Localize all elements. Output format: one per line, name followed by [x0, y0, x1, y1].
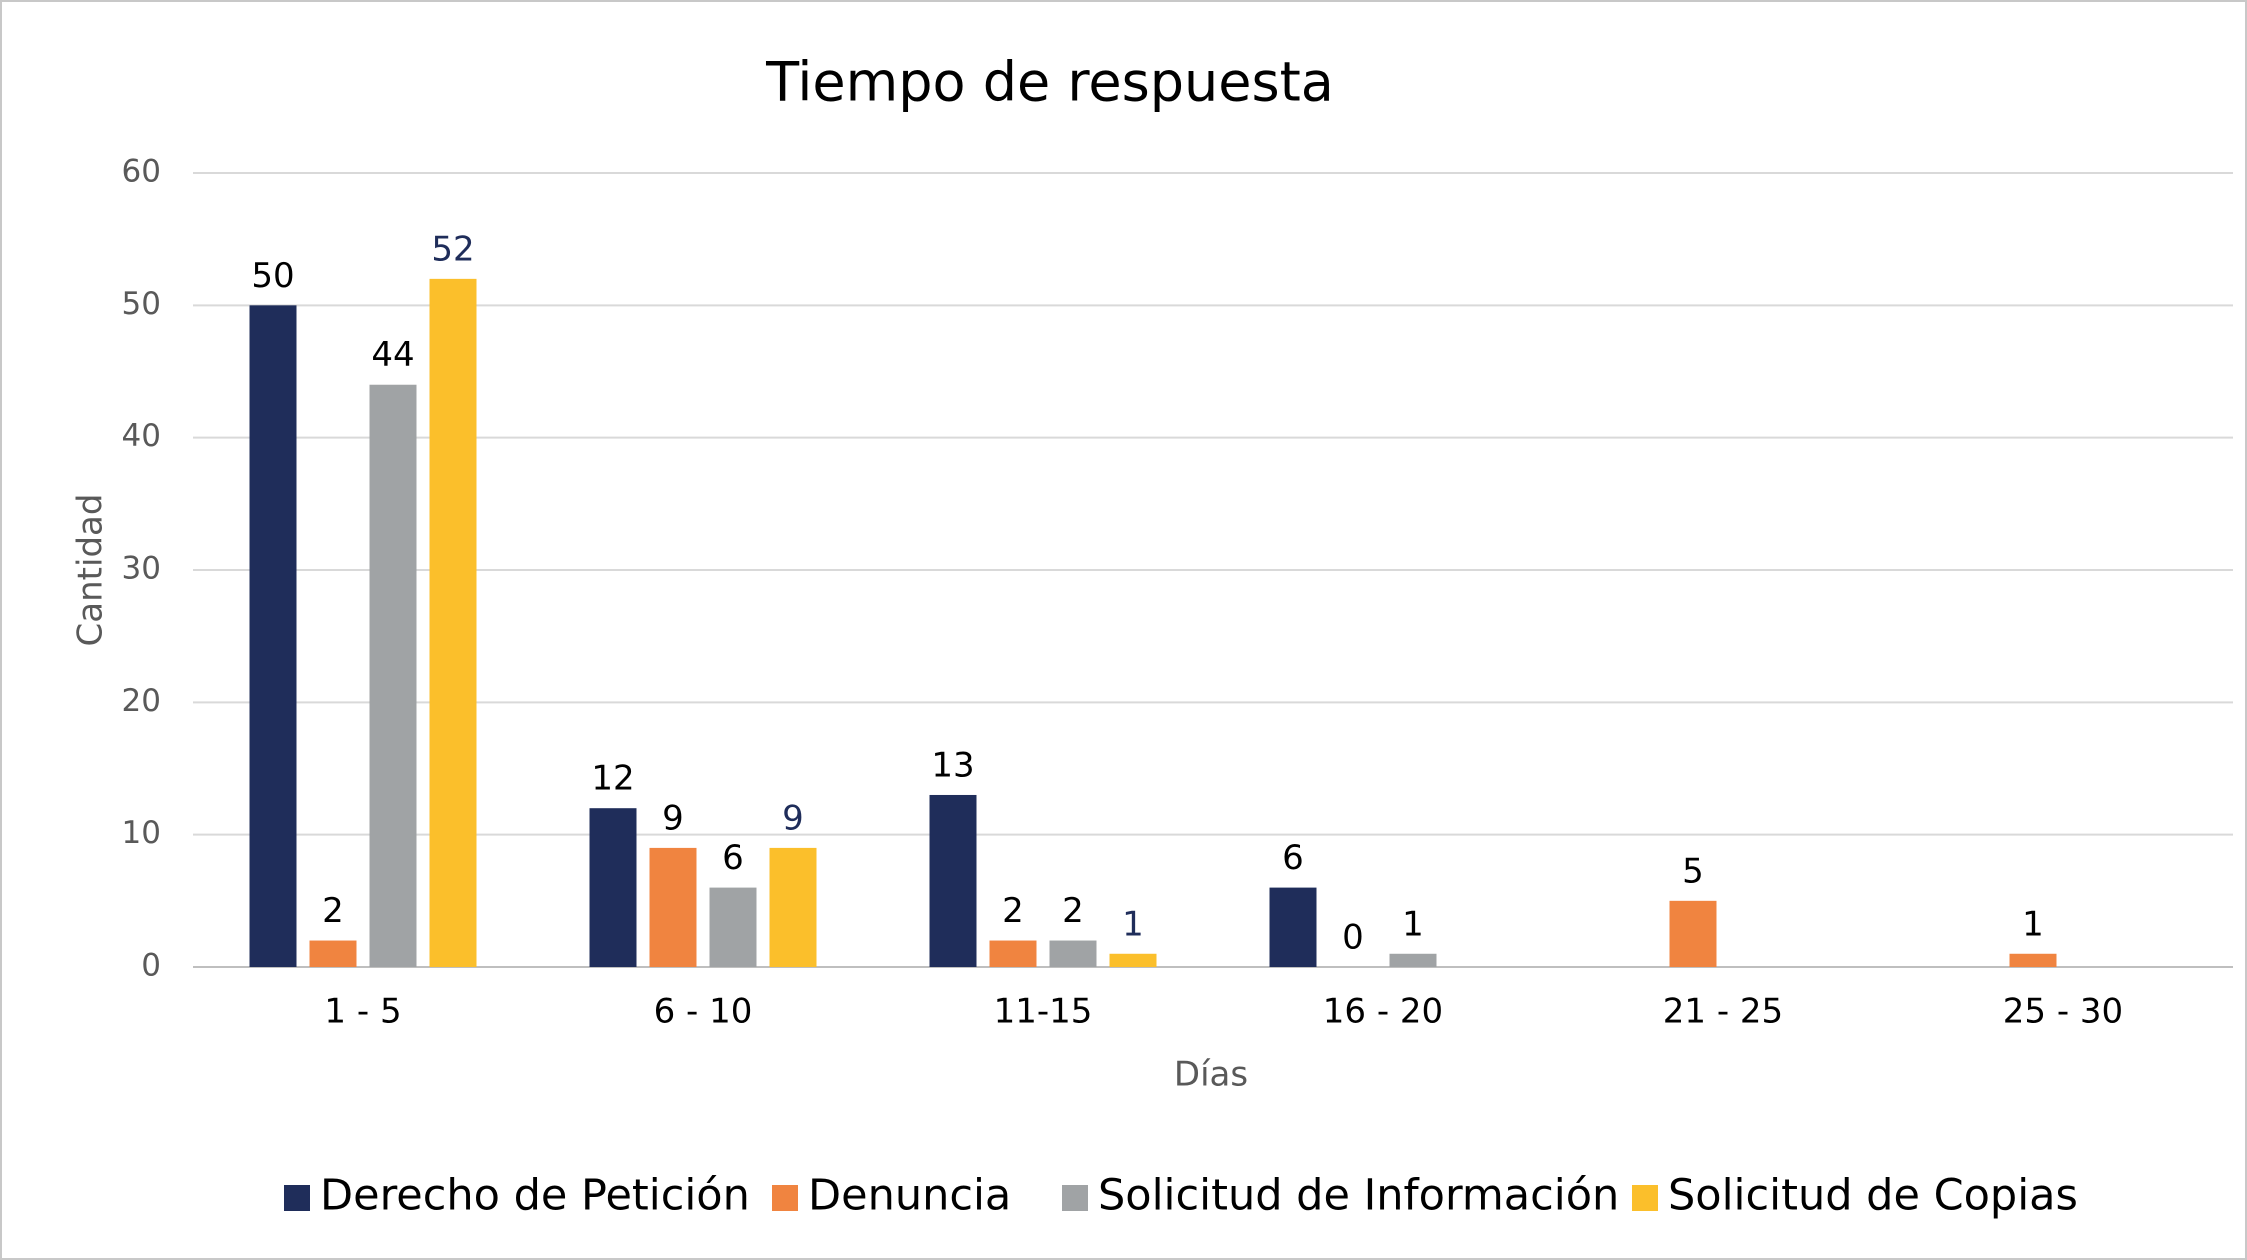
y-tick-label: 40	[122, 418, 161, 454]
bar	[369, 384, 417, 967]
chart-title: Tiempo de respuesta	[765, 51, 1334, 114]
legend-swatch	[1632, 1185, 1658, 1211]
bar	[1049, 940, 1097, 967]
x-tick-label: 21 - 25	[1663, 992, 1783, 1032]
bar	[249, 305, 297, 967]
y-tick-label: 50	[122, 286, 161, 322]
data-label: 52	[431, 229, 474, 269]
x-tick-label: 1 - 5	[324, 992, 401, 1032]
bar	[1669, 900, 1717, 967]
x-tick-label: 11-15	[994, 992, 1093, 1032]
bar	[709, 887, 757, 967]
legend-label: Derecho de Petición	[320, 1171, 750, 1221]
bar	[429, 278, 477, 967]
data-label: 6	[1282, 838, 1304, 878]
legend-label: Solicitud de Información	[1098, 1171, 1619, 1221]
bar	[1109, 953, 1157, 967]
data-label: 2	[322, 891, 344, 931]
data-label: 9	[782, 798, 804, 838]
legend-swatch	[772, 1185, 798, 1211]
legend-label: Solicitud de Copias	[1668, 1171, 2078, 1221]
data-label: 12	[591, 759, 634, 799]
bar	[2009, 953, 2057, 967]
data-label: 6	[722, 838, 744, 878]
bar	[989, 940, 1037, 967]
x-tick-label: 25 - 30	[2003, 992, 2123, 1032]
y-tick-label: 10	[122, 815, 161, 851]
data-label: 1	[1122, 904, 1144, 944]
bar	[309, 940, 357, 967]
bar	[769, 847, 817, 967]
x-axis-label: Días	[1174, 1055, 1248, 1095]
legend-label: Denuncia	[808, 1171, 1011, 1221]
data-label: 2	[1062, 891, 1084, 931]
bar	[649, 847, 697, 967]
legend-swatch	[284, 1185, 310, 1211]
data-label: 2	[1002, 891, 1024, 931]
y-tick-label: 60	[122, 154, 161, 190]
bar	[589, 808, 637, 967]
data-label: 9	[662, 798, 684, 838]
x-tick-label: 16 - 20	[1323, 992, 1443, 1032]
y-tick-label: 0	[141, 948, 161, 984]
data-label: 1	[1402, 904, 1424, 944]
bar	[1269, 887, 1317, 967]
data-label: 5	[1682, 851, 1704, 891]
data-label: 0	[1342, 918, 1364, 958]
data-label: 13	[931, 745, 974, 785]
y-axis-label: Cantidad	[71, 494, 111, 647]
data-label: 50	[251, 256, 294, 296]
x-tick-label: 6 - 10	[654, 992, 753, 1032]
data-label: 1	[2022, 904, 2044, 944]
data-label: 44	[371, 335, 414, 375]
y-tick-label: 30	[122, 551, 161, 587]
bar	[1389, 953, 1437, 967]
bar	[929, 794, 977, 967]
legend-swatch	[1062, 1185, 1088, 1211]
y-tick-label: 20	[122, 683, 161, 719]
